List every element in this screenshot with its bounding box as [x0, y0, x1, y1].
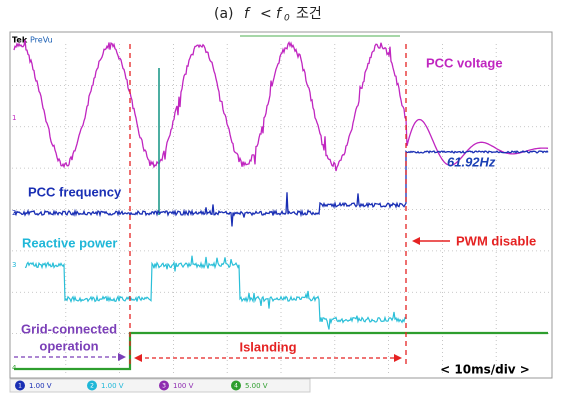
timebase: < 10ms/div >: [440, 363, 530, 377]
channel-scale: 5.00 V: [245, 382, 268, 390]
channel-id: 1: [18, 383, 22, 390]
scope-screenshot: (a) f < f 0 조건 Tek PreVu PCC voltage 61.…: [0, 0, 562, 394]
voltage-label: PCC voltage: [426, 55, 503, 70]
caption-sub: 0: [284, 14, 290, 24]
channel-id: 4: [234, 383, 238, 390]
grid-label: Grid-connected: [21, 321, 117, 336]
caption-op: <: [260, 6, 272, 22]
channel-scale: 1.00 V: [101, 382, 124, 390]
reactive-label: Reactive power: [22, 235, 117, 250]
caption-var: f: [244, 6, 251, 22]
frequency-label: PCC frequency: [28, 184, 122, 199]
marker: 4: [12, 364, 17, 372]
channel-id: 3: [162, 383, 166, 390]
marker: 3: [12, 261, 16, 269]
mode: PreVu: [30, 36, 53, 45]
marker: 1: [12, 114, 16, 122]
caption-word: 조건: [296, 6, 322, 22]
islanding-label: Islanding: [239, 339, 296, 354]
freq-value: 61.92Hz: [447, 154, 496, 169]
grid-label: operation: [39, 338, 98, 353]
channel-scale: 100 V: [173, 382, 194, 390]
channel-id: 2: [90, 383, 94, 390]
caption-label: (a): [214, 6, 234, 22]
marker: 2: [12, 209, 16, 217]
caption-var: f: [276, 6, 283, 22]
channel-scale: 1.00 V: [29, 382, 52, 390]
pwm-label: PWM disable: [456, 233, 536, 248]
